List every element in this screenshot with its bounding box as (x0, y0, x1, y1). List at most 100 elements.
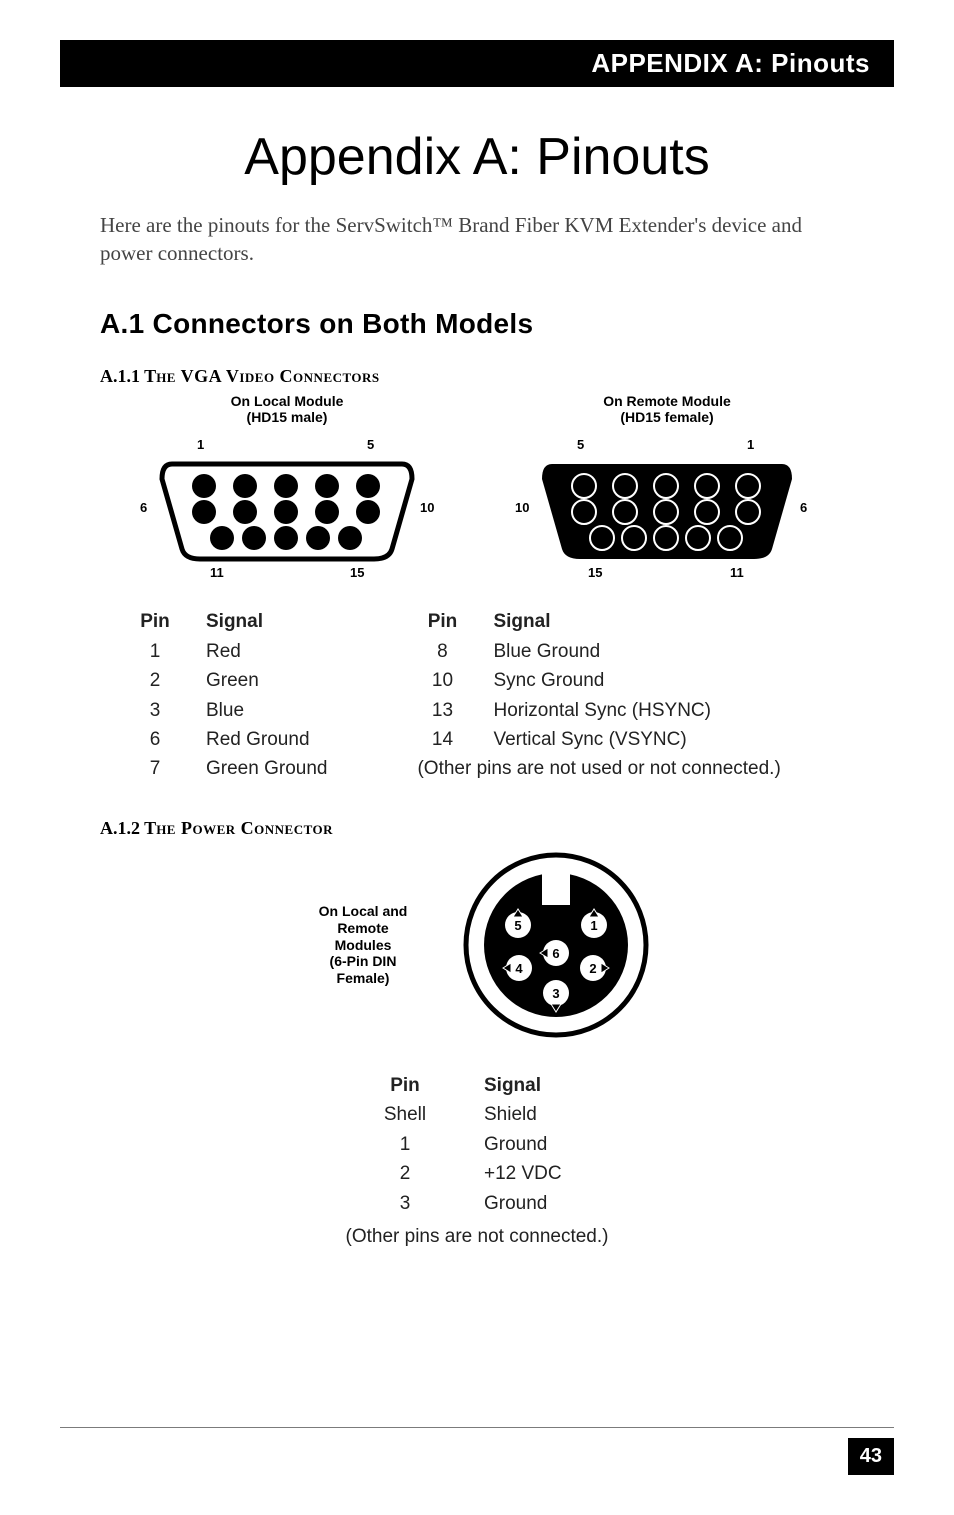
pin-cell: 2 (130, 666, 180, 695)
pin (315, 474, 339, 498)
sig-cell: Green (206, 666, 327, 695)
page-footer: 43 (60, 1427, 894, 1475)
power-caption-3: Modules (335, 937, 392, 953)
label-10: 10 (420, 500, 434, 515)
vga-local-col: On Local Module (HD15 male) 1 5 6 10 11 … (122, 393, 452, 590)
pin (356, 500, 380, 524)
sig-cell: Red Ground (206, 725, 327, 754)
hdr-pin: Pin (370, 1071, 440, 1100)
power-section: A.1.2 The Power Connector On Local and R… (100, 818, 854, 1252)
hole (695, 474, 719, 498)
svg-text:3: 3 (552, 986, 559, 1001)
section-a1-heading: A.1 Connectors on Both Models (100, 308, 854, 340)
sig-cell: Ground (484, 1130, 584, 1159)
power-note: (Other pins are not connected.) (100, 1222, 854, 1251)
svg-text:6: 6 (552, 946, 559, 961)
vga-local-caption-2: (HD15 male) (247, 409, 328, 425)
hdr-signal: Signal (493, 607, 780, 636)
vga-pinout-left-col: Pin Signal 1 Red 2 Green 3 Blue 6 Red Gr… (130, 607, 327, 784)
page-number: 43 (848, 1438, 894, 1475)
label-6: 6 (800, 500, 807, 515)
hole (736, 500, 760, 524)
hdr-signal: Signal (484, 1071, 584, 1100)
power-caption-4: (6-Pin DIN (330, 953, 397, 969)
pin-cell: 1 (370, 1130, 440, 1159)
subsection-a12-heading: A.1.2 The Power Connector (100, 818, 854, 839)
label-6: 6 (140, 500, 147, 515)
sig-cell: Sync Ground (493, 666, 780, 695)
hole (572, 474, 596, 498)
pin (192, 500, 216, 524)
sub-a12-num: A.1.2 T (100, 818, 156, 838)
pin (233, 474, 257, 498)
hole (686, 526, 710, 550)
pin (274, 526, 298, 550)
pin-cell: 14 (417, 725, 467, 754)
hdr-pin: Pin (417, 607, 467, 636)
vga-local-caption-1: On Local Module (231, 393, 344, 409)
intro-text: Here are the pinouts for the ServSwitch™… (100, 211, 854, 268)
pin (315, 500, 339, 524)
vga-diagram-row: On Local Module (HD15 male) 1 5 6 10 11 … (100, 393, 854, 590)
pin-cell: 6 (130, 725, 180, 754)
sig-cell: Ground (484, 1189, 584, 1218)
svg-text:5: 5 (514, 918, 521, 933)
page-content: Appendix A: Pinouts Here are the pinouts… (0, 127, 954, 1252)
pin-cell: 3 (130, 696, 180, 725)
pin (242, 526, 266, 550)
sub-a12-rest: he Power Connector (156, 818, 333, 838)
hdr-signal: Signal (206, 607, 327, 636)
vga-local-caption: On Local Module (HD15 male) (122, 393, 452, 427)
svg-text:4: 4 (515, 961, 523, 976)
vga-remote-caption-2: (HD15 female) (620, 409, 713, 425)
pin (274, 500, 298, 524)
label-1: 1 (197, 437, 204, 452)
power-caption-1: On Local and (319, 903, 408, 919)
pin (233, 500, 257, 524)
vga-pinout-table: Pin Signal 1 Red 2 Green 3 Blue 6 Red Gr… (130, 607, 854, 784)
vga-note: (Other pins are not used or not connecte… (417, 754, 780, 783)
label-1: 1 (747, 437, 754, 452)
hd15-male-diagram: 1 5 6 10 11 15 (122, 434, 452, 584)
hole (654, 474, 678, 498)
pin-cell: 13 (417, 696, 467, 725)
pin-cell: 1 (130, 637, 180, 666)
pin-cell: 2 (370, 1159, 440, 1188)
pin-cell: 10 (417, 666, 467, 695)
sig-cell: Vertical Sync (VSYNC) (493, 725, 780, 754)
hole (613, 500, 637, 524)
hdr-pin: Pin (130, 607, 180, 636)
power-caption-2: Remote (337, 920, 388, 936)
hd15-female-diagram: 5 1 10 6 15 11 (502, 434, 832, 584)
hole (736, 474, 760, 498)
vga-pinout-right-col: Pin Signal 8 Blue Ground 10 Sync Ground … (417, 607, 780, 784)
label-15: 15 (350, 565, 364, 580)
sig-cell: Horizontal Sync (HSYNC) (493, 696, 780, 725)
power-pinout-table: Pin Signal ShellShield 1Ground 2+12 VDC … (100, 1071, 854, 1252)
sig-cell: Blue Ground (493, 637, 780, 666)
label-11: 11 (210, 565, 224, 580)
label-5: 5 (577, 437, 584, 452)
subsection-a11-heading: A.1.1 The VGA Video Connectors (100, 366, 854, 387)
svg-text:1: 1 (590, 918, 597, 933)
hole (654, 526, 678, 550)
hole (590, 526, 614, 550)
pin (306, 526, 330, 550)
hole (718, 526, 742, 550)
page-header-bar: APPENDIX A: Pinouts (60, 40, 894, 87)
sig-cell: Red (206, 637, 327, 666)
hole (695, 500, 719, 524)
hole (613, 474, 637, 498)
pin (274, 474, 298, 498)
din6-diagram: 1 5 6 4 (456, 845, 656, 1045)
sub-a11-num: A.1.1 T (100, 366, 156, 386)
svg-text:2: 2 (589, 961, 596, 976)
pin (192, 474, 216, 498)
power-diagram-row: On Local and Remote Modules (6-Pin DIN F… (100, 845, 854, 1045)
power-caption: On Local and Remote Modules (6-Pin DIN F… (298, 903, 428, 987)
label-15: 15 (588, 565, 602, 580)
sub-a11-rest: he VGA Video Connectors (156, 366, 379, 386)
sig-cell: Shield (484, 1100, 584, 1129)
pin-cell: 8 (417, 637, 467, 666)
pin (338, 526, 362, 550)
